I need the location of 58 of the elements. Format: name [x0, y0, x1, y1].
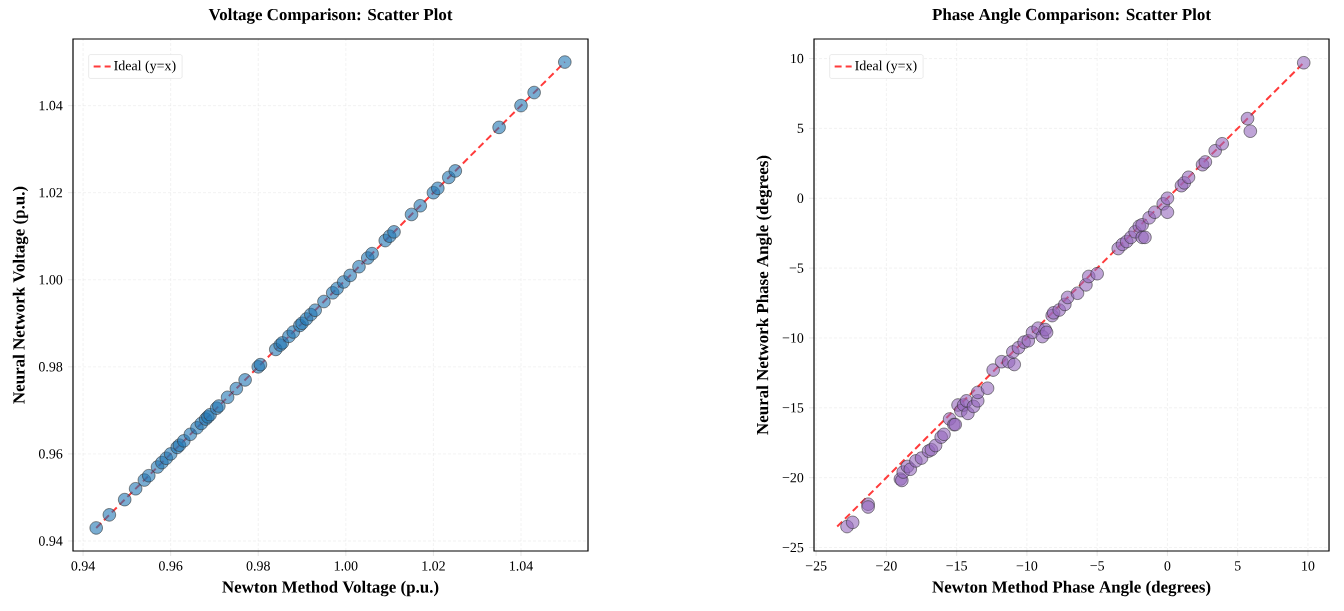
y-tick-label: 1.00	[39, 275, 63, 285]
legend-label: Ideal (y=x)	[114, 60, 176, 74]
point	[387, 225, 401, 239]
point	[343, 268, 357, 283]
point	[317, 294, 331, 309]
y-tick-label: 0.94	[38, 536, 63, 546]
x-tick-label: 0.96	[158, 561, 183, 571]
point	[492, 120, 506, 134]
x-tick-label: −20	[876, 561, 897, 571]
y-tick-label: 1.04	[39, 100, 63, 111]
point	[118, 493, 132, 507]
point	[102, 508, 116, 522]
chart-title: Phase Angle Comparison: Scatter Plot	[932, 8, 1211, 24]
point	[89, 521, 103, 535]
x-tick-label: 1.02	[422, 561, 445, 571]
y-tick-label: 0.98	[38, 362, 63, 372]
legend-label: Ideal (y=x)	[855, 60, 917, 74]
point	[308, 303, 322, 317]
chart-title: Voltage Comparison: Scatter Plot	[208, 8, 453, 24]
y-axis-title: Neural Network Voltage (p.u.)	[12, 186, 29, 404]
y-tick-label: 5	[797, 123, 804, 134]
y-tick-label: −15	[782, 403, 804, 413]
point	[229, 382, 243, 396]
point	[238, 373, 252, 387]
point	[448, 164, 462, 178]
x-tick-label: 0.98	[246, 561, 270, 571]
point	[352, 260, 366, 274]
y-axis-title: Neural Network Phase Angle (degrees)	[756, 155, 772, 435]
x-tick-label: 1.00	[334, 561, 358, 571]
point	[558, 55, 572, 69]
x-tick-label: 1.04	[510, 561, 533, 571]
x-tick-label: 0.94	[71, 561, 96, 571]
point	[365, 247, 379, 261]
point	[220, 390, 235, 404]
y-tick-label: −10	[782, 333, 804, 343]
x-axis-title: Newton Method Phase Angle (degrees)	[932, 580, 1211, 597]
x-tick-label: 5	[1235, 561, 1241, 571]
x-tick-label: −5	[1090, 561, 1105, 571]
y-tick-label: −20	[782, 472, 804, 483]
x-axis-title: Newton Method Voltage (p.u.)	[222, 580, 439, 597]
x-tick-label: 10	[1302, 561, 1315, 571]
x-tick-label: −15	[946, 561, 968, 571]
y-tick-label: 0.96	[38, 449, 63, 459]
x-tick-label: −10	[1016, 561, 1038, 571]
x-tick-label: −25	[805, 561, 827, 571]
point	[129, 482, 143, 496]
point	[527, 85, 541, 100]
point	[431, 181, 445, 195]
point	[404, 207, 419, 222]
point	[142, 469, 156, 483]
point	[413, 199, 427, 213]
y-tick-label: 0	[797, 193, 804, 203]
point	[514, 99, 528, 113]
y-tick-label: 10	[791, 53, 804, 64]
y-tick-label: −5	[789, 263, 804, 273]
y-tick-label: 1.02	[39, 187, 63, 198]
x-tick-label: 0	[1164, 561, 1171, 571]
y-tick-label: −25	[782, 542, 804, 553]
